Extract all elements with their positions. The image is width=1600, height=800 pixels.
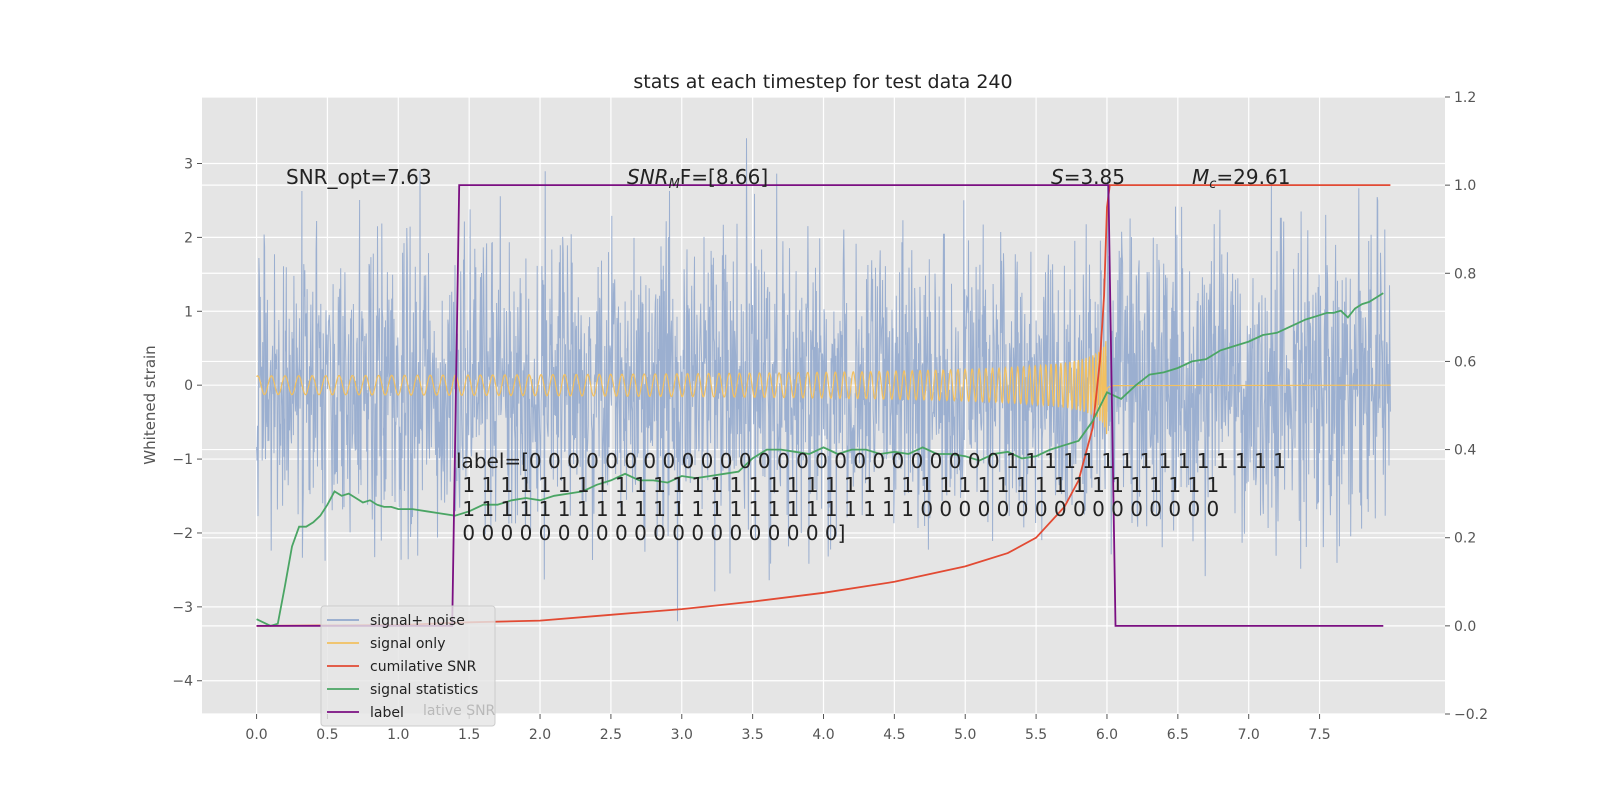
y-tick-label-1: −3 (172, 600, 193, 616)
annotation-mc-symbol: M (1192, 165, 1209, 189)
x-tick-label-2: 1.0 (387, 727, 409, 743)
label-line-1: label=[0 0 0 0 0 0 0 0 0 0 0 0 0 0 0 0 0… (456, 449, 1286, 473)
x-tick-label-10: 5.0 (954, 727, 976, 743)
x-tick-label-6: 3.0 (671, 727, 693, 743)
legend-label-0: signal+ noise (370, 613, 465, 629)
series-signal-statistics (256, 292, 1384, 627)
annotation-mc-subscript: c (1209, 177, 1216, 192)
annotation-snr-opt: SNR_opt=7.63 (286, 165, 432, 189)
series-signal-only (256, 341, 1391, 435)
x-tick-label-4: 2.0 (529, 727, 551, 743)
annotation-s-value: =3.85 (1064, 165, 1125, 189)
annotation-snr-mf: SNRMF=[8.66] (627, 165, 768, 192)
legend: lative SNR signal+ noise signal only cumil… (320, 605, 496, 727)
annotation-snr-mf-value: F=[8.66] (680, 165, 768, 189)
annotation-s-symbol: S (1051, 165, 1064, 189)
y-tick-label-4: 0 (184, 378, 193, 394)
y2-tick-label-4: 0.6 (1454, 354, 1476, 370)
legend-label-3: signal statistics (370, 682, 478, 698)
y2-tick-label-7: 1.2 (1454, 90, 1476, 106)
y-axis-label: Whitened strain (141, 345, 159, 464)
x-tick-label-0: 0.0 (245, 727, 267, 743)
series-cumilative-snr (256, 184, 1391, 627)
legend-ghost-text: lative SNR (423, 703, 496, 719)
x-axis-ticks: 0.0 0.5 1.0 1.5 2.0 2.5 3.0 3.5 4.0 4.5 5.0 5.5 6.0 6… (245, 714, 1331, 743)
y-axis-ticks: −4 −3 −2 −1 0 1 2 3 (172, 157, 202, 690)
series-layer (256, 138, 1391, 627)
label-line-2: 1 1 1 1 1 1 1 1 1 1 1 1 1 1 1 1 1 1 1 1 … (456, 473, 1219, 497)
annotation-s: S=3.85 (1051, 165, 1125, 189)
y-tick-label-6: 2 (184, 230, 193, 246)
x-tick-label-5: 2.5 (600, 727, 622, 743)
annotation-snr-mf-symbol: SNR (627, 165, 669, 189)
x-tick-label-12: 6.0 (1096, 727, 1118, 743)
label-line-4: 0 0 0 0 0 0 0 0 0 0 0 0 0 0 0 0 0 0 0 0] (456, 521, 845, 545)
x-tick-label-3: 1.5 (458, 727, 480, 743)
label-annotation: label=[0 0 0 0 0 0 0 0 0 0 0 0 0 0 0 0 0… (456, 449, 1286, 545)
chart-title: stats at each timestep for test data 240 (633, 71, 1012, 93)
x-tick-label-7: 3.5 (742, 727, 764, 743)
annotation-mc: Mc=29.61 (1192, 165, 1290, 192)
y2-axis-ticks: −0.2 0.0 0.2 0.4 0.6 0.8 1.0 1.2 (1445, 90, 1488, 723)
legend-label-4: label (370, 705, 404, 721)
label-line-3: 1 1 1 1 1 1 1 1 1 1 1 1 1 1 1 1 1 1 1 1 … (456, 497, 1219, 521)
y2-tick-label-2: 0.2 (1454, 531, 1476, 547)
series-label (256, 184, 1384, 627)
y2-tick-label-0: −0.2 (1454, 707, 1488, 723)
x-tick-label-14: 7.0 (1238, 727, 1260, 743)
y-tick-label-3: −1 (172, 452, 193, 468)
x-tick-label-15: 7.5 (1308, 727, 1330, 743)
x-tick-label-8: 4.0 (812, 727, 834, 743)
legend-box (320, 605, 496, 727)
y-tick-label-7: 3 (184, 157, 193, 173)
annotation-mc-value: =29.61 (1216, 165, 1290, 189)
x-tick-label-9: 4.5 (883, 727, 905, 743)
x-tick-label-1: 0.5 (316, 727, 338, 743)
y2-tick-label-3: 0.4 (1454, 443, 1476, 459)
y2-tick-label-5: 0.8 (1454, 266, 1476, 282)
x-tick-label-13: 6.5 (1167, 727, 1189, 743)
y2-tick-label-6: 1.0 (1454, 178, 1476, 194)
y-tick-label-5: 1 (184, 304, 193, 320)
annotation-snr-mf-subscript: M (669, 177, 680, 192)
legend-label-2: cumilative SNR (370, 659, 477, 675)
legend-label-1: signal only (370, 636, 445, 652)
y2-tick-label-1: 0.0 (1454, 619, 1476, 635)
x-tick-label-11: 5.5 (1025, 727, 1047, 743)
series-signal-noise (256, 138, 1391, 622)
y-tick-label-0: −4 (172, 674, 193, 690)
y-tick-label-2: −2 (172, 526, 193, 542)
